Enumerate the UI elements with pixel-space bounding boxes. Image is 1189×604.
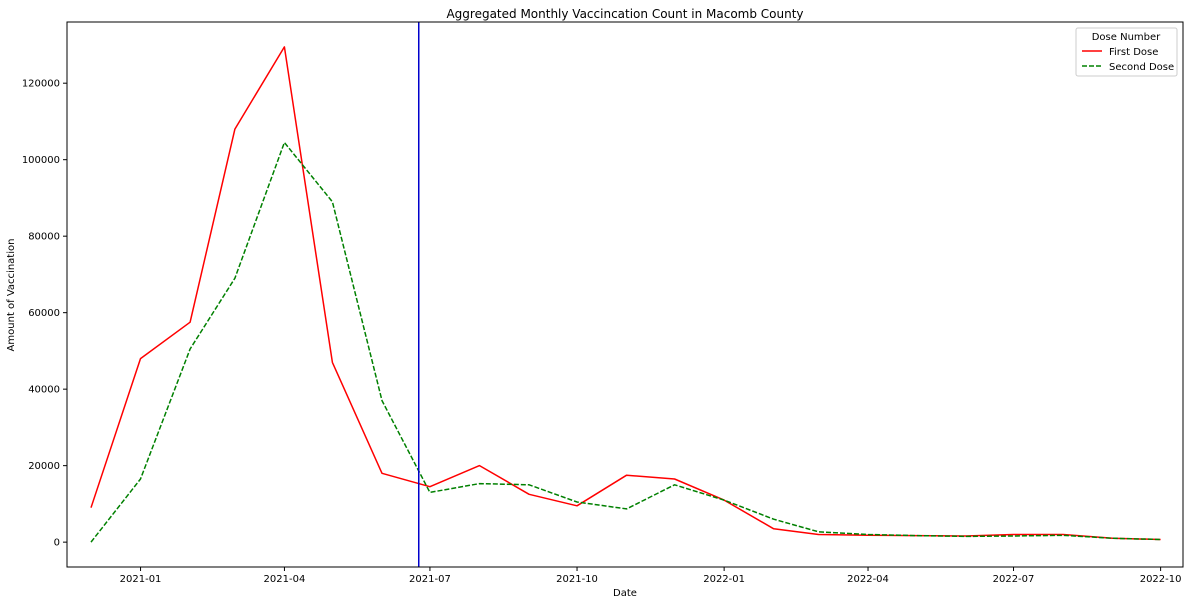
y-axis-title: Amount of Vaccination	[6, 239, 17, 352]
y-tick-label: 0	[54, 538, 60, 549]
x-tick-label: 2021-04	[264, 574, 306, 585]
y-tick-label: 100000	[22, 155, 60, 166]
x-tick-label: 2021-01	[120, 574, 162, 585]
y-axis: 0 20000 40000 60000 80000 100000 120000	[22, 79, 67, 549]
y-tick-label: 20000	[28, 461, 60, 472]
y-tick-label: 120000	[22, 79, 60, 90]
x-tick-label: 2022-04	[847, 574, 889, 585]
x-tick-label: 2022-07	[993, 574, 1035, 585]
series-line-first-dose	[90, 46, 1161, 541]
y-tick-label: 60000	[28, 308, 60, 319]
plot-frame	[66, 21, 1184, 568]
y-tick-label: 40000	[28, 385, 60, 396]
x-tick-label: 2021-10	[556, 574, 598, 585]
plot-area	[90, 22, 1161, 567]
series-line-second-dose	[90, 141, 1161, 543]
x-tick-label: 2022-10	[1140, 574, 1182, 585]
chart-title: Aggregated Monthly Vaccincation Count in…	[446, 7, 803, 21]
y-tick-label: 80000	[28, 232, 60, 243]
x-tick-label: 2021-07	[409, 574, 451, 585]
x-axis-title: Date	[613, 588, 637, 599]
x-axis: 2021-01 2021-04 2021-07 2021-10 2022-01 2022-…	[120, 567, 1182, 585]
legend-label-first-dose: First Dose	[1109, 47, 1158, 58]
legend: Dose Number First Dose Second Dose	[1075, 27, 1178, 77]
legend-title: Dose Number	[1092, 32, 1161, 43]
legend-label-second-dose: Second Dose	[1109, 62, 1174, 73]
x-tick-label: 2022-01	[703, 574, 745, 585]
legend-box	[1075, 27, 1178, 77]
